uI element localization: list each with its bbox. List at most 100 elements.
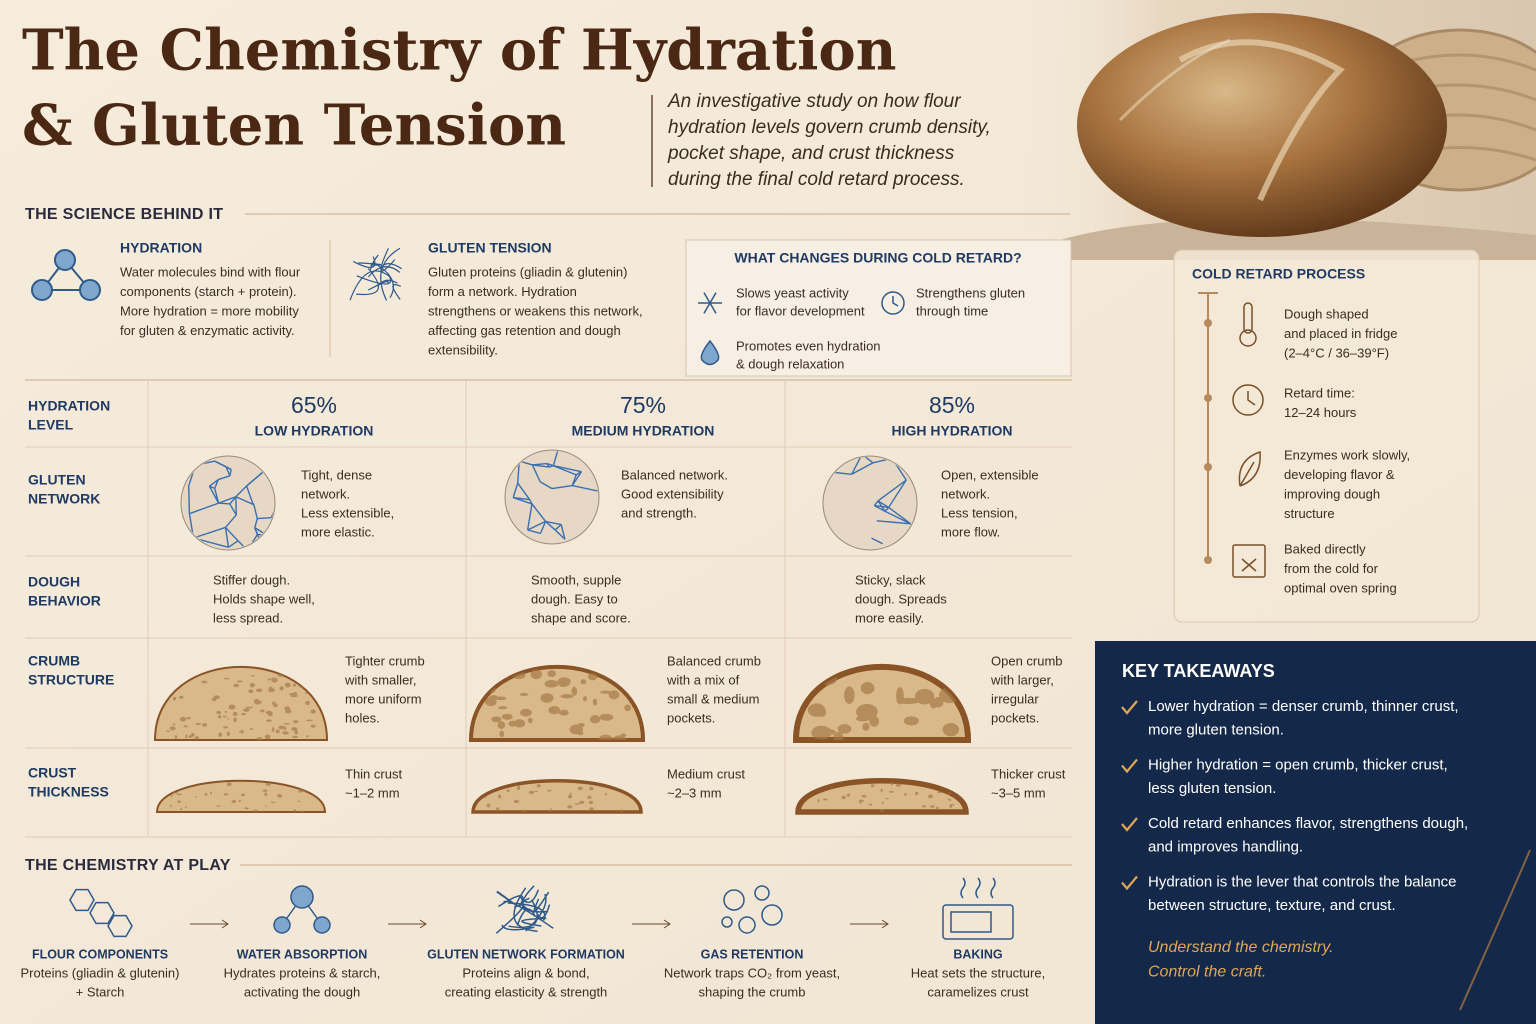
- strand: [553, 465, 577, 476]
- ring: [107, 914, 133, 938]
- timeline-dot: [1204, 463, 1212, 471]
- process-text: Baked directly: [1284, 541, 1366, 556]
- bubble: [761, 904, 783, 926]
- cell-text: small & medium: [667, 691, 759, 706]
- arrow: [388, 919, 427, 929]
- closing-text: Control the craft.: [1148, 964, 1266, 981]
- hole: [270, 801, 276, 803]
- hole: [817, 798, 820, 803]
- hole: [567, 805, 573, 809]
- hole: [265, 805, 267, 807]
- step-text: Network traps CO₂ from yeast,: [664, 965, 840, 980]
- process-icon: [1232, 384, 1264, 416]
- check: [1121, 875, 1138, 891]
- hole: [501, 713, 513, 720]
- strand: [546, 462, 554, 467]
- hole: [569, 792, 572, 796]
- hole: [856, 703, 878, 720]
- row-label: BEHAVIOR: [28, 593, 101, 609]
- item-text: Gluten proteins (gliadin & glutenin): [428, 264, 627, 279]
- strand: [235, 485, 248, 498]
- hole: [233, 717, 237, 723]
- hole: [870, 784, 875, 788]
- hole: [172, 723, 176, 726]
- cell-text: and strength.: [621, 505, 697, 520]
- hole: [278, 725, 285, 730]
- takeaway-text: less gluten tension.: [1148, 780, 1276, 797]
- cell-text: Open crumb: [991, 653, 1063, 668]
- crumb-holes: [817, 782, 955, 812]
- hole: [548, 810, 554, 812]
- process-icon: [1239, 302, 1257, 347]
- ring: [69, 888, 95, 912]
- table-lines: [25, 379, 1072, 838]
- row-label: THICKNESS: [28, 784, 109, 800]
- strand: [501, 924, 535, 931]
- strand: [257, 517, 272, 520]
- title-line: & Gluten Tension: [22, 93, 566, 159]
- hole: [587, 795, 592, 799]
- step-icon: [721, 885, 783, 934]
- hole: [548, 706, 561, 715]
- strand: [373, 262, 394, 298]
- strand: [877, 500, 890, 509]
- hole: [587, 672, 598, 681]
- hydration-icon: [31, 249, 101, 301]
- bubble: [721, 916, 733, 928]
- subtitle-line: An investigative study on how flour: [667, 91, 961, 112]
- strand: [527, 520, 546, 531]
- hole: [903, 716, 919, 726]
- cell-text: more uniform: [345, 691, 422, 706]
- clock: [1232, 384, 1264, 416]
- hole: [272, 703, 278, 708]
- network-disc: [504, 449, 600, 545]
- section-heading: THE SCIENCE BEHIND IT: [25, 206, 223, 223]
- strand: [871, 537, 883, 545]
- cell-text: dough. Easy to: [531, 591, 618, 606]
- cell-text: Sticky, slack: [855, 572, 926, 587]
- hole: [289, 692, 294, 696]
- hole: [942, 722, 960, 737]
- cell-text: Stiffer dough.: [213, 572, 290, 587]
- cold-retard-box: [685, 239, 1072, 377]
- crumb-holes: [170, 782, 307, 812]
- hole: [890, 782, 893, 786]
- hole: [929, 698, 938, 709]
- hole: [547, 789, 552, 792]
- hole: [222, 715, 227, 718]
- crumb-holes: [479, 669, 632, 740]
- hole: [223, 677, 230, 680]
- hole: [195, 796, 198, 798]
- cell-text: Thicker crust: [991, 766, 1066, 781]
- hole: [239, 730, 242, 733]
- row-label: CRUST: [28, 765, 77, 781]
- hole: [169, 726, 176, 731]
- step-text: Heat sets the structure,: [911, 965, 1045, 980]
- strand: [533, 891, 550, 913]
- gluten-icon: [349, 247, 403, 301]
- process-text: and placed in fridge: [1284, 326, 1397, 341]
- hole: [833, 731, 844, 740]
- atom: [31, 279, 53, 301]
- hole: [267, 711, 273, 717]
- strand: [539, 481, 553, 490]
- hole: [294, 729, 298, 735]
- hole: [267, 678, 271, 681]
- step-title: BAKING: [953, 947, 1002, 961]
- hole: [305, 700, 310, 706]
- hole: [540, 695, 546, 701]
- hole: [297, 800, 301, 802]
- change-icon: [700, 339, 720, 366]
- strand: [516, 908, 536, 926]
- hole: [275, 729, 280, 734]
- hole: [497, 794, 502, 799]
- hole: [903, 793, 907, 796]
- hole: [264, 734, 271, 740]
- hole: [858, 799, 864, 803]
- hole: [264, 792, 268, 797]
- title-line: The Chemistry of Hydration: [22, 18, 896, 84]
- change-text: for flavor development: [736, 303, 865, 318]
- step-title: GLUTEN NETWORK FORMATION: [427, 947, 625, 961]
- cell-text: ~2–3 mm: [667, 785, 722, 800]
- hole: [172, 696, 177, 701]
